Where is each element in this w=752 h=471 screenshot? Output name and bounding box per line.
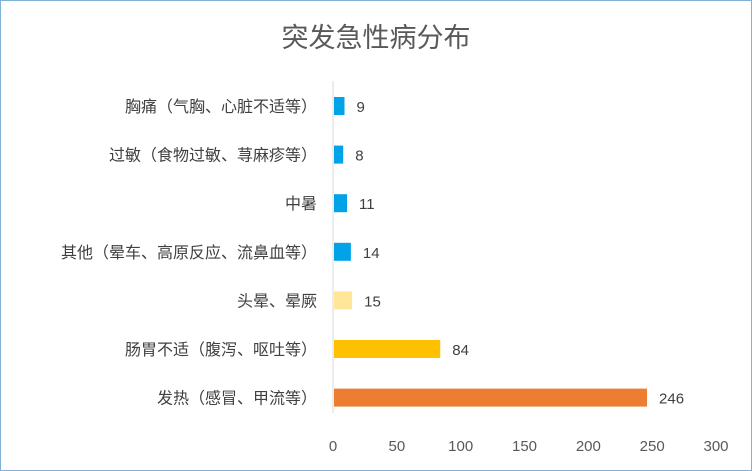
data-label: 246 <box>659 391 684 408</box>
x-tick-label: 0 <box>329 438 337 455</box>
bar <box>334 97 345 115</box>
category-label: 胸痛（气胸、心脏不适等） <box>125 98 317 116</box>
category-label: 发热（感冒、甲流等） <box>157 390 317 408</box>
bar <box>334 388 648 407</box>
chart-title: 突发急性病分布 <box>282 23 471 53</box>
x-tick-label: 250 <box>640 438 665 455</box>
category-label: 头晕、晕厥 <box>237 292 317 310</box>
category-label: 过敏（食物过敏、荨麻疹等） <box>109 147 317 165</box>
data-label: 84 <box>452 342 469 359</box>
bar <box>334 291 353 310</box>
bar <box>334 340 441 358</box>
bar <box>334 145 344 164</box>
data-label: 14 <box>363 245 380 262</box>
bar <box>334 194 348 213</box>
category-label: 中暑 <box>285 195 317 213</box>
x-tick-label: 150 <box>512 438 537 455</box>
category-label: 其他（晕车、高原反应、流鼻血等） <box>61 243 317 262</box>
data-label: 8 <box>355 148 363 165</box>
category-label: 肠胃不适（腹泻、呕吐等） <box>125 341 317 359</box>
data-label: 9 <box>356 99 364 116</box>
x-tick-label: 100 <box>448 438 473 455</box>
x-tick-label: 200 <box>576 438 601 455</box>
plot-area: 胸痛（气胸、心脏不适等） 9 过敏（食物过敏、荨麻疹等） 8 中暑 11 其他（晕车、高原反… <box>61 81 729 455</box>
x-tick-label: 300 <box>703 438 728 455</box>
x-tick-label: 50 <box>388 438 405 455</box>
data-label: 15 <box>364 293 381 310</box>
data-label: 11 <box>359 196 375 213</box>
bar <box>334 242 351 261</box>
